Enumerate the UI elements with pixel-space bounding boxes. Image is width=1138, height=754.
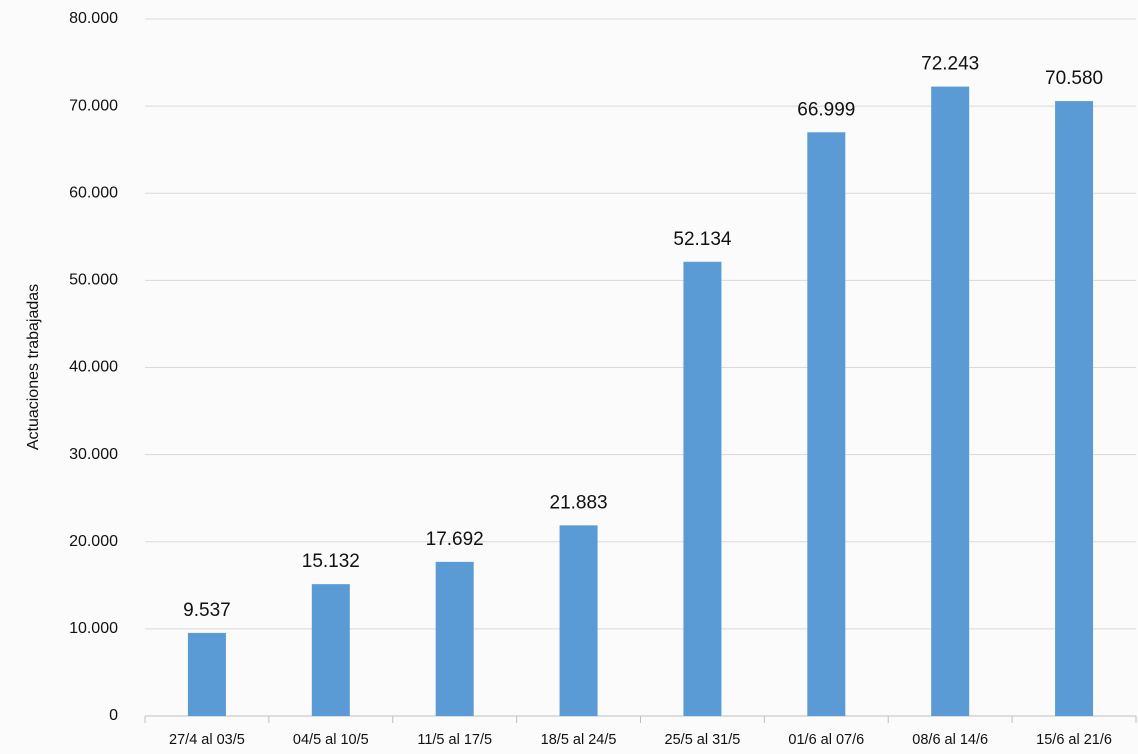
bar <box>807 132 846 716</box>
x-tick-label: 15/6 al 21/6 <box>1036 732 1112 748</box>
data-label: 21.883 <box>550 492 608 513</box>
bar <box>187 632 226 716</box>
data-label: 15.132 <box>302 551 360 572</box>
x-tick-label: 27/4 al 03/5 <box>169 732 245 748</box>
bar <box>1055 101 1094 716</box>
y-tick-label: 40.000 <box>69 359 118 376</box>
y-tick-label: 10.000 <box>69 620 118 637</box>
data-label: 72.243 <box>921 54 979 75</box>
x-tick-label: 01/6 al 07/6 <box>788 732 864 748</box>
bar <box>931 86 970 716</box>
y-tick-label: 0 <box>109 707 118 724</box>
x-tick-label: 11/5 al 17/5 <box>417 732 492 748</box>
y-tick-label: 50.000 <box>69 272 118 289</box>
y-tick-label: 80.000 <box>69 10 118 27</box>
bar <box>683 261 722 716</box>
y-axis-label: Actuaciones trabajadas <box>25 284 42 450</box>
x-tick-label: 18/5 al 24/5 <box>541 732 617 748</box>
data-label: 70.580 <box>1045 68 1103 89</box>
bar <box>435 561 474 716</box>
data-label: 17.692 <box>426 529 484 550</box>
y-tick-label: 30.000 <box>69 446 118 463</box>
y-tick-label: 70.000 <box>69 97 118 114</box>
data-label: 9.537 <box>183 600 231 621</box>
x-tick-label: 25/5 al 31/5 <box>665 732 741 748</box>
bar <box>559 525 598 716</box>
y-tick-label: 20.000 <box>69 533 118 550</box>
x-tick-label: 08/6 al 14/6 <box>912 732 988 748</box>
y-tick-label: 60.000 <box>69 184 118 201</box>
data-label: 52.134 <box>673 229 732 250</box>
data-label: 66.999 <box>797 99 855 120</box>
bar <box>311 584 350 716</box>
x-tick-label: 04/5 al 10/5 <box>293 732 369 748</box>
